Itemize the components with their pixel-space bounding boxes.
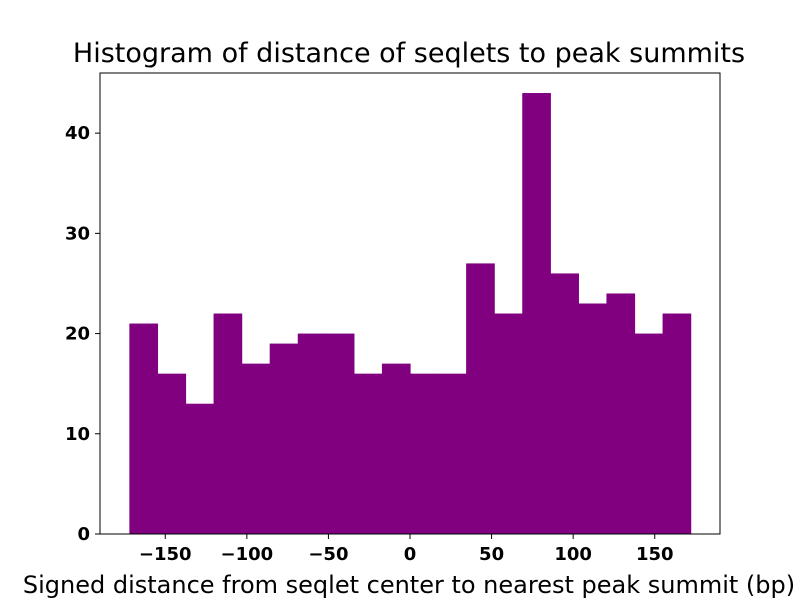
- histogram-bar: [353, 373, 383, 534]
- histogram-bar: [213, 313, 243, 534]
- histogram-bar: [157, 373, 187, 534]
- histogram-bar: [297, 333, 327, 534]
- histogram-bar: [634, 333, 664, 534]
- histogram-bars: [129, 93, 692, 534]
- x-tick-label: −50: [308, 544, 348, 565]
- histogram-bar: [410, 373, 439, 534]
- histogram-bar: [606, 293, 636, 534]
- y-tick-label: 40: [65, 123, 90, 144]
- y-tick-label: 0: [77, 524, 90, 545]
- histogram-bar: [185, 403, 215, 534]
- y-tick-label: 30: [65, 223, 90, 244]
- x-axis-label: Signed distance from seqlet center to ne…: [23, 571, 795, 599]
- histogram-bar: [662, 313, 692, 534]
- y-axis: 0 10 20 30 40: [65, 123, 100, 545]
- y-tick-label: 20: [65, 324, 90, 345]
- x-tick-label: 50: [479, 544, 504, 565]
- histogram-bar: [494, 313, 523, 534]
- chart-title: Histogram of distance of seqlets to peak…: [73, 38, 745, 69]
- histogram-bar: [466, 263, 495, 534]
- x-tick-label: 0: [404, 544, 417, 565]
- x-tick-label: −100: [221, 544, 274, 565]
- x-axis: −150 −100 −50 0 50 100 150: [139, 534, 674, 565]
- x-tick-label: 100: [554, 544, 592, 565]
- histogram-bar: [578, 303, 608, 534]
- histogram-bar: [241, 363, 271, 534]
- x-tick-label: 150: [636, 544, 674, 565]
- histogram-bar: [269, 343, 299, 534]
- histogram-bar: [381, 363, 411, 534]
- histogram-bar: [129, 323, 159, 534]
- histogram-bar: [438, 373, 467, 534]
- histogram-bar: [325, 333, 355, 534]
- y-tick-label: 10: [65, 424, 90, 445]
- histogram-bar: [550, 273, 579, 534]
- x-tick-label: −150: [139, 544, 192, 565]
- histogram-bar: [522, 93, 551, 534]
